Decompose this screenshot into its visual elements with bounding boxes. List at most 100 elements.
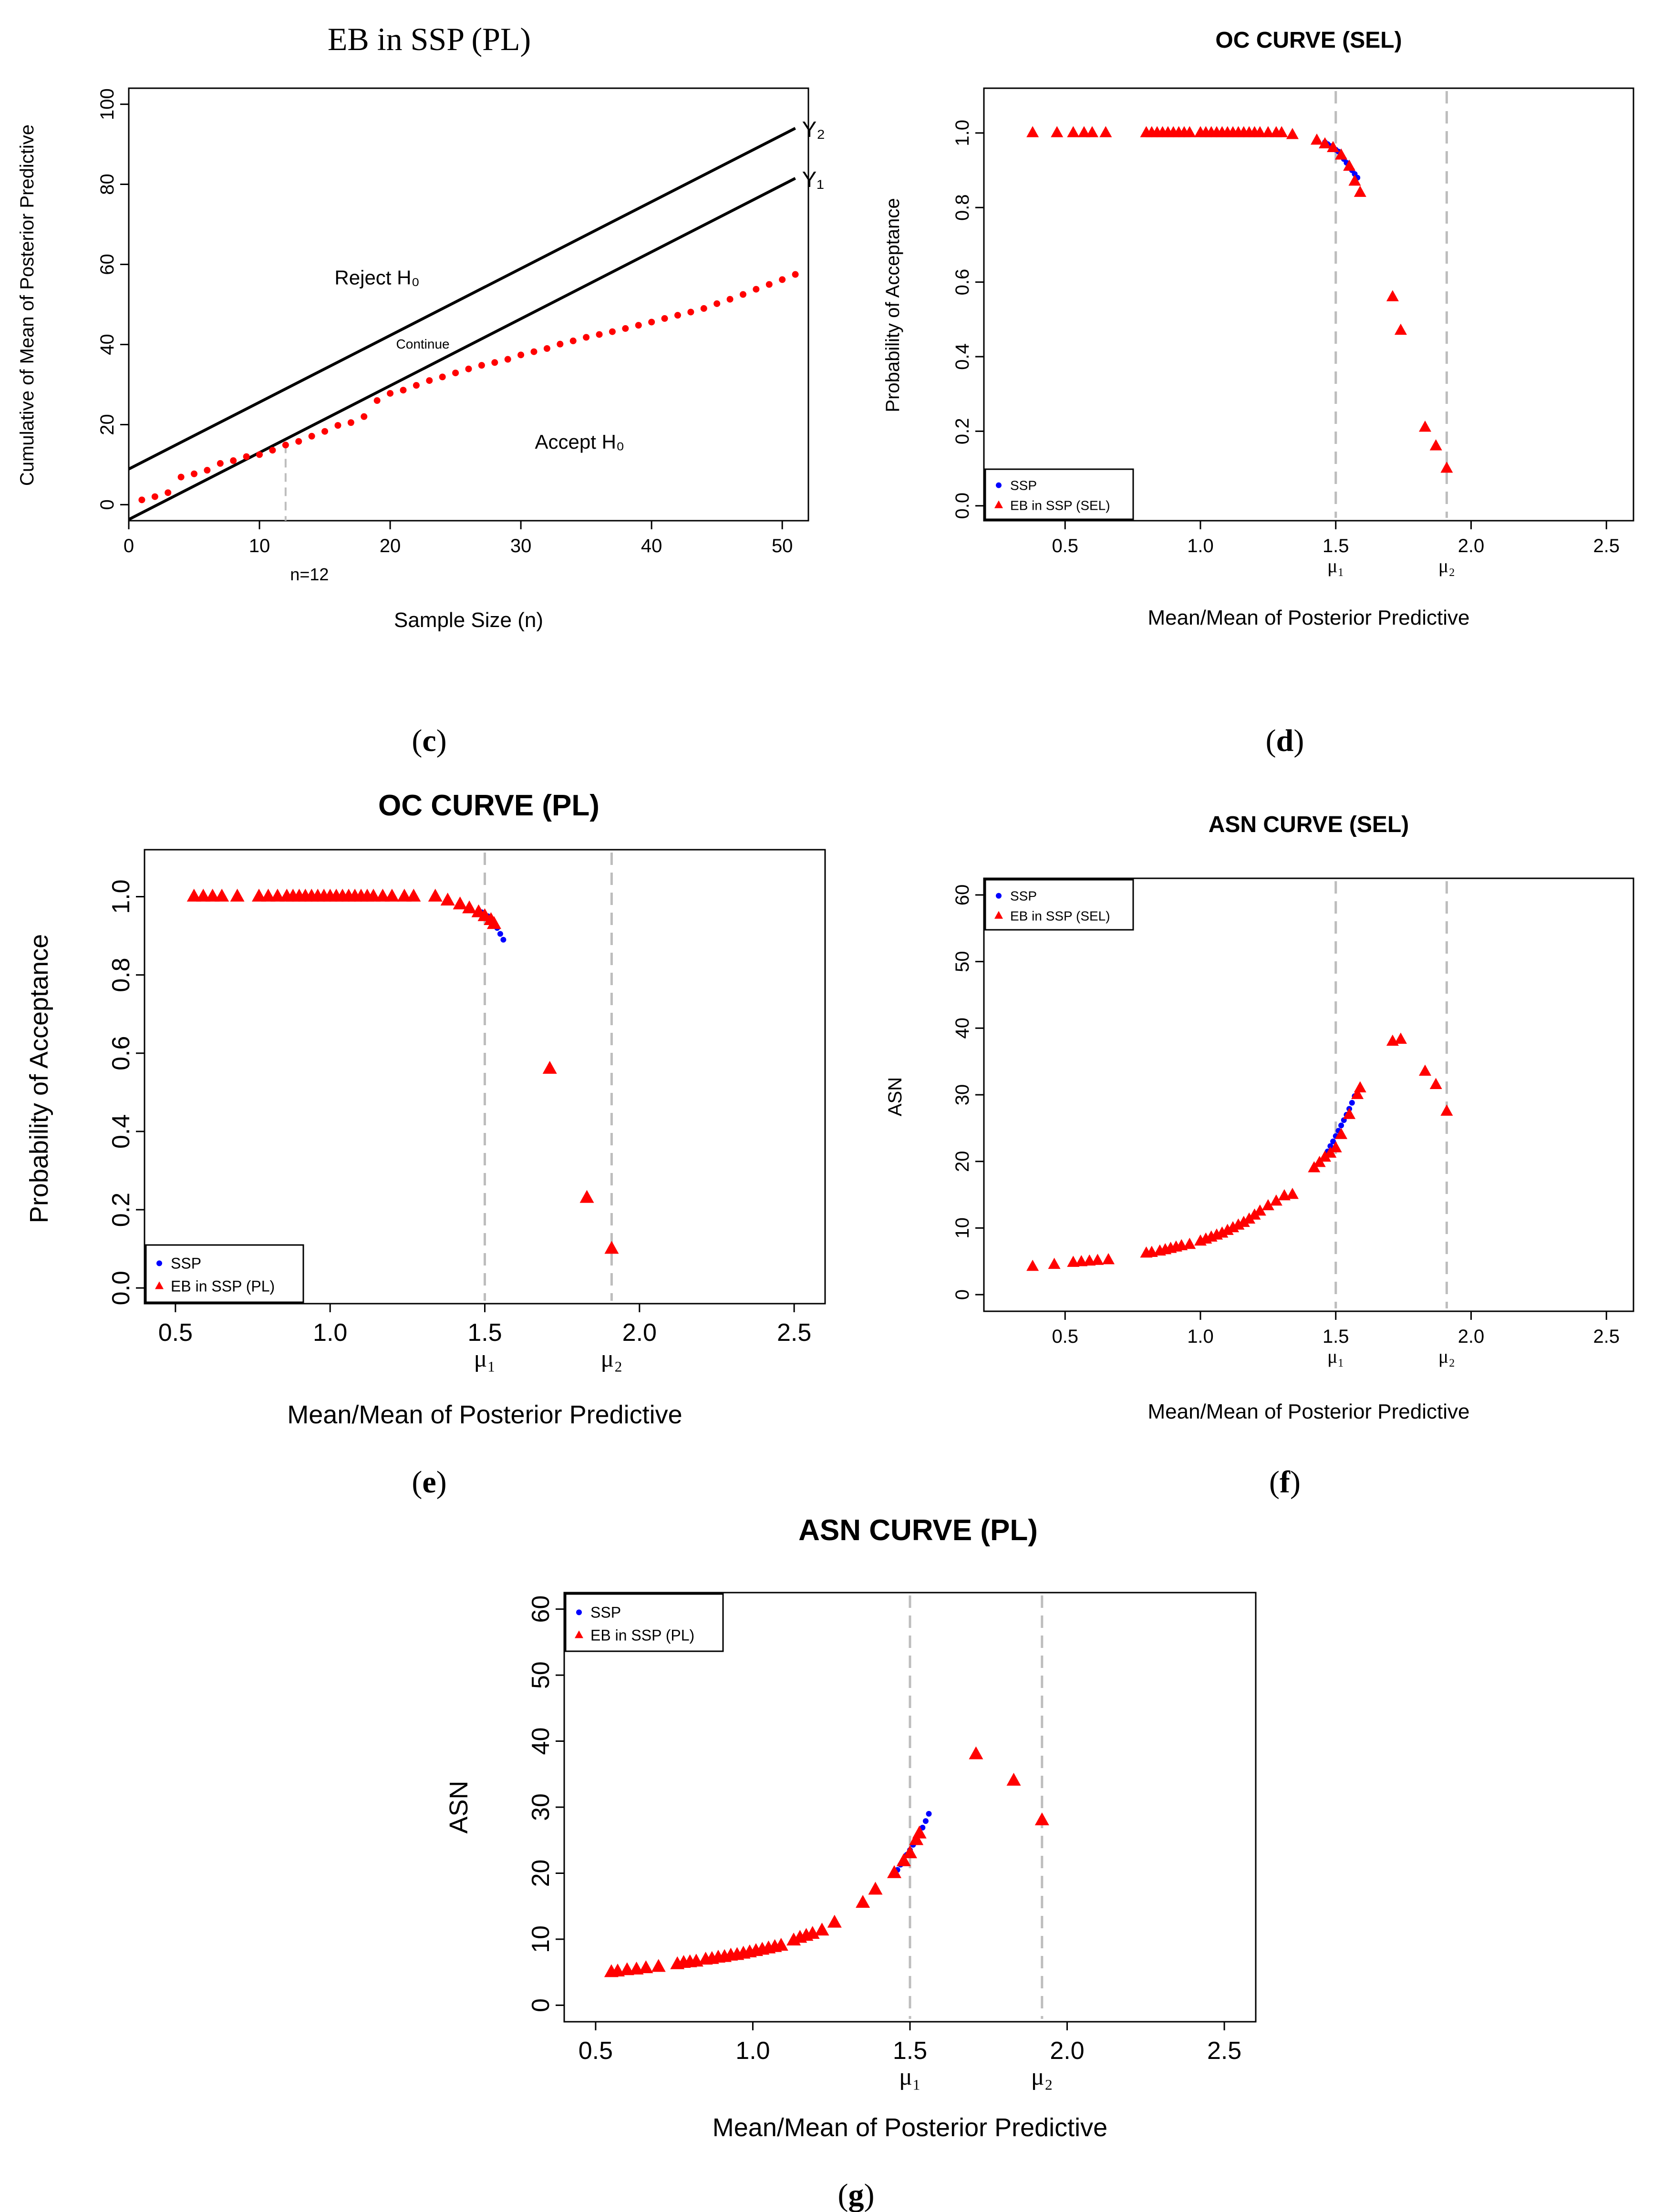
x-tick-label: 0 (124, 535, 134, 556)
data-point (308, 432, 315, 440)
legend-box (565, 1593, 724, 1652)
data-point (387, 390, 394, 397)
eb-point (887, 1865, 902, 1878)
eb-point (1335, 148, 1348, 160)
ssp-point (1327, 1143, 1333, 1149)
x-tick-label: 1.5 (1323, 1326, 1349, 1347)
chart-f: ASN CURVE (SEL) 0.5 1.0 1.5 2.0 2.5 0 10 20 30 40 5… (885, 812, 1634, 1500)
data-point (792, 271, 799, 278)
eb-point (1086, 126, 1098, 137)
x-tick-label: 1.5 (467, 1319, 502, 1347)
data-point (609, 328, 616, 335)
eb-point (1243, 1212, 1256, 1224)
y-tick-label: 0.2 (107, 1193, 135, 1227)
y-tick-label: 0 (97, 499, 118, 510)
data-point (400, 387, 407, 394)
data-point (557, 340, 564, 348)
eb-point (868, 1882, 883, 1895)
data-point (269, 447, 276, 454)
data-point (165, 489, 172, 496)
y-tick-label: 0.4 (107, 1114, 135, 1149)
y-axis-label: Probability of Acceptance (25, 934, 53, 1223)
eb-point (205, 888, 220, 902)
eb-point (579, 1190, 594, 1203)
eb-point (397, 888, 412, 902)
region-accept: Accept H₀ (535, 431, 625, 453)
legend-ssp-label: SSP (1010, 478, 1037, 493)
data-point (779, 276, 786, 283)
data-point (151, 493, 158, 500)
y-axis-label: Cumulative of Mean of Posterior Predicti… (17, 124, 38, 486)
y-tick-label: 1.0 (952, 120, 973, 146)
eb-point (604, 1241, 619, 1254)
x-axis-label: Mean/Mean of Posterior Predictive (713, 2113, 1107, 2142)
chart-title: ASN CURVE (SEL) (1209, 812, 1409, 837)
eb-point (1261, 1199, 1274, 1211)
eb-point (1067, 126, 1080, 137)
data-point (230, 457, 237, 464)
eb-point (1354, 185, 1366, 197)
eb-point (270, 888, 285, 902)
threshold-label: μ₂ (600, 1345, 622, 1372)
data-point (321, 428, 329, 435)
x-tick-label: 1.5 (1323, 535, 1349, 556)
boundary-label: Y₂ (802, 117, 826, 142)
data-point (661, 315, 668, 322)
x-tick-label: 2.5 (1593, 535, 1620, 556)
eb-point (406, 888, 421, 902)
ssp-point (1338, 1122, 1344, 1129)
eb-point (1394, 1032, 1407, 1044)
data-point (687, 309, 694, 316)
panel-caption: (f) (1269, 1465, 1301, 1500)
eb-point (486, 916, 501, 929)
eb-point (440, 892, 455, 905)
data-point (177, 473, 185, 481)
y-tick-label: 0.2 (952, 418, 973, 445)
eb-point (827, 1914, 842, 1928)
eb-point (1286, 1188, 1299, 1199)
eb-point (375, 888, 390, 902)
y-tick-label: 20 (97, 414, 118, 435)
eb-point (856, 1895, 870, 1908)
eb-point (651, 1959, 666, 1972)
x-tick-label: 2.5 (1593, 1326, 1620, 1347)
threshold-label: μ₁ (474, 1345, 496, 1372)
eb-point (1237, 1215, 1250, 1227)
boundary-line (128, 127, 796, 471)
eb-point (1429, 1078, 1442, 1089)
n-marker-label: n=12 (290, 565, 329, 584)
threshold-label: μ₂ (1438, 1346, 1455, 1367)
x-axis-label: Sample Size (n) (394, 608, 543, 632)
data-point (282, 442, 289, 449)
y-tick-label: 1.0 (107, 879, 135, 914)
eb-point (1091, 1254, 1104, 1265)
region-reject: Reject H₀ (334, 267, 419, 289)
chart-d: OC CURVE (SEL) 0.5 1.0 1.5 2.0 2.5 0.0 0.2 0.4 0.… (882, 28, 1634, 758)
eb-point (230, 888, 245, 902)
eb-point (1183, 126, 1196, 137)
eb-point (896, 1853, 911, 1866)
y-tick-label: 0.8 (952, 194, 973, 221)
eb-point (1253, 1204, 1266, 1216)
y-tick-label: 0.6 (952, 269, 973, 296)
ssp-point (922, 1818, 929, 1824)
x-tick-label: 40 (641, 535, 662, 556)
ssp-point (1330, 1138, 1336, 1144)
data-point (517, 351, 525, 359)
y-tick-label: 60 (952, 885, 973, 906)
x-axis-label: Mean/Mean of Posterior Predictive (1148, 1400, 1470, 1423)
data-point (700, 305, 707, 312)
panel-caption: (e) (412, 1465, 446, 1500)
eb-point (1102, 1253, 1115, 1265)
chart-title: ASN CURVE (PL) (798, 1514, 1038, 1547)
x-tick-label: 2.0 (1458, 1326, 1485, 1347)
data-point (217, 460, 224, 467)
x-tick-label: 50 (772, 535, 793, 556)
chart-title: OC CURVE (SEL) (1215, 28, 1402, 53)
eb-point (1419, 421, 1432, 432)
chart-c: EB in SSP (PL) 0 10 20 30 40 50 0 20 40 60 80 100 Sam… (17, 21, 825, 758)
chart-title: EB in SSP (PL) (328, 21, 531, 57)
y-tick-label: 100 (97, 88, 118, 120)
panel-caption: (g) (838, 2178, 875, 2212)
y-tick-label: 20 (527, 1860, 555, 1887)
